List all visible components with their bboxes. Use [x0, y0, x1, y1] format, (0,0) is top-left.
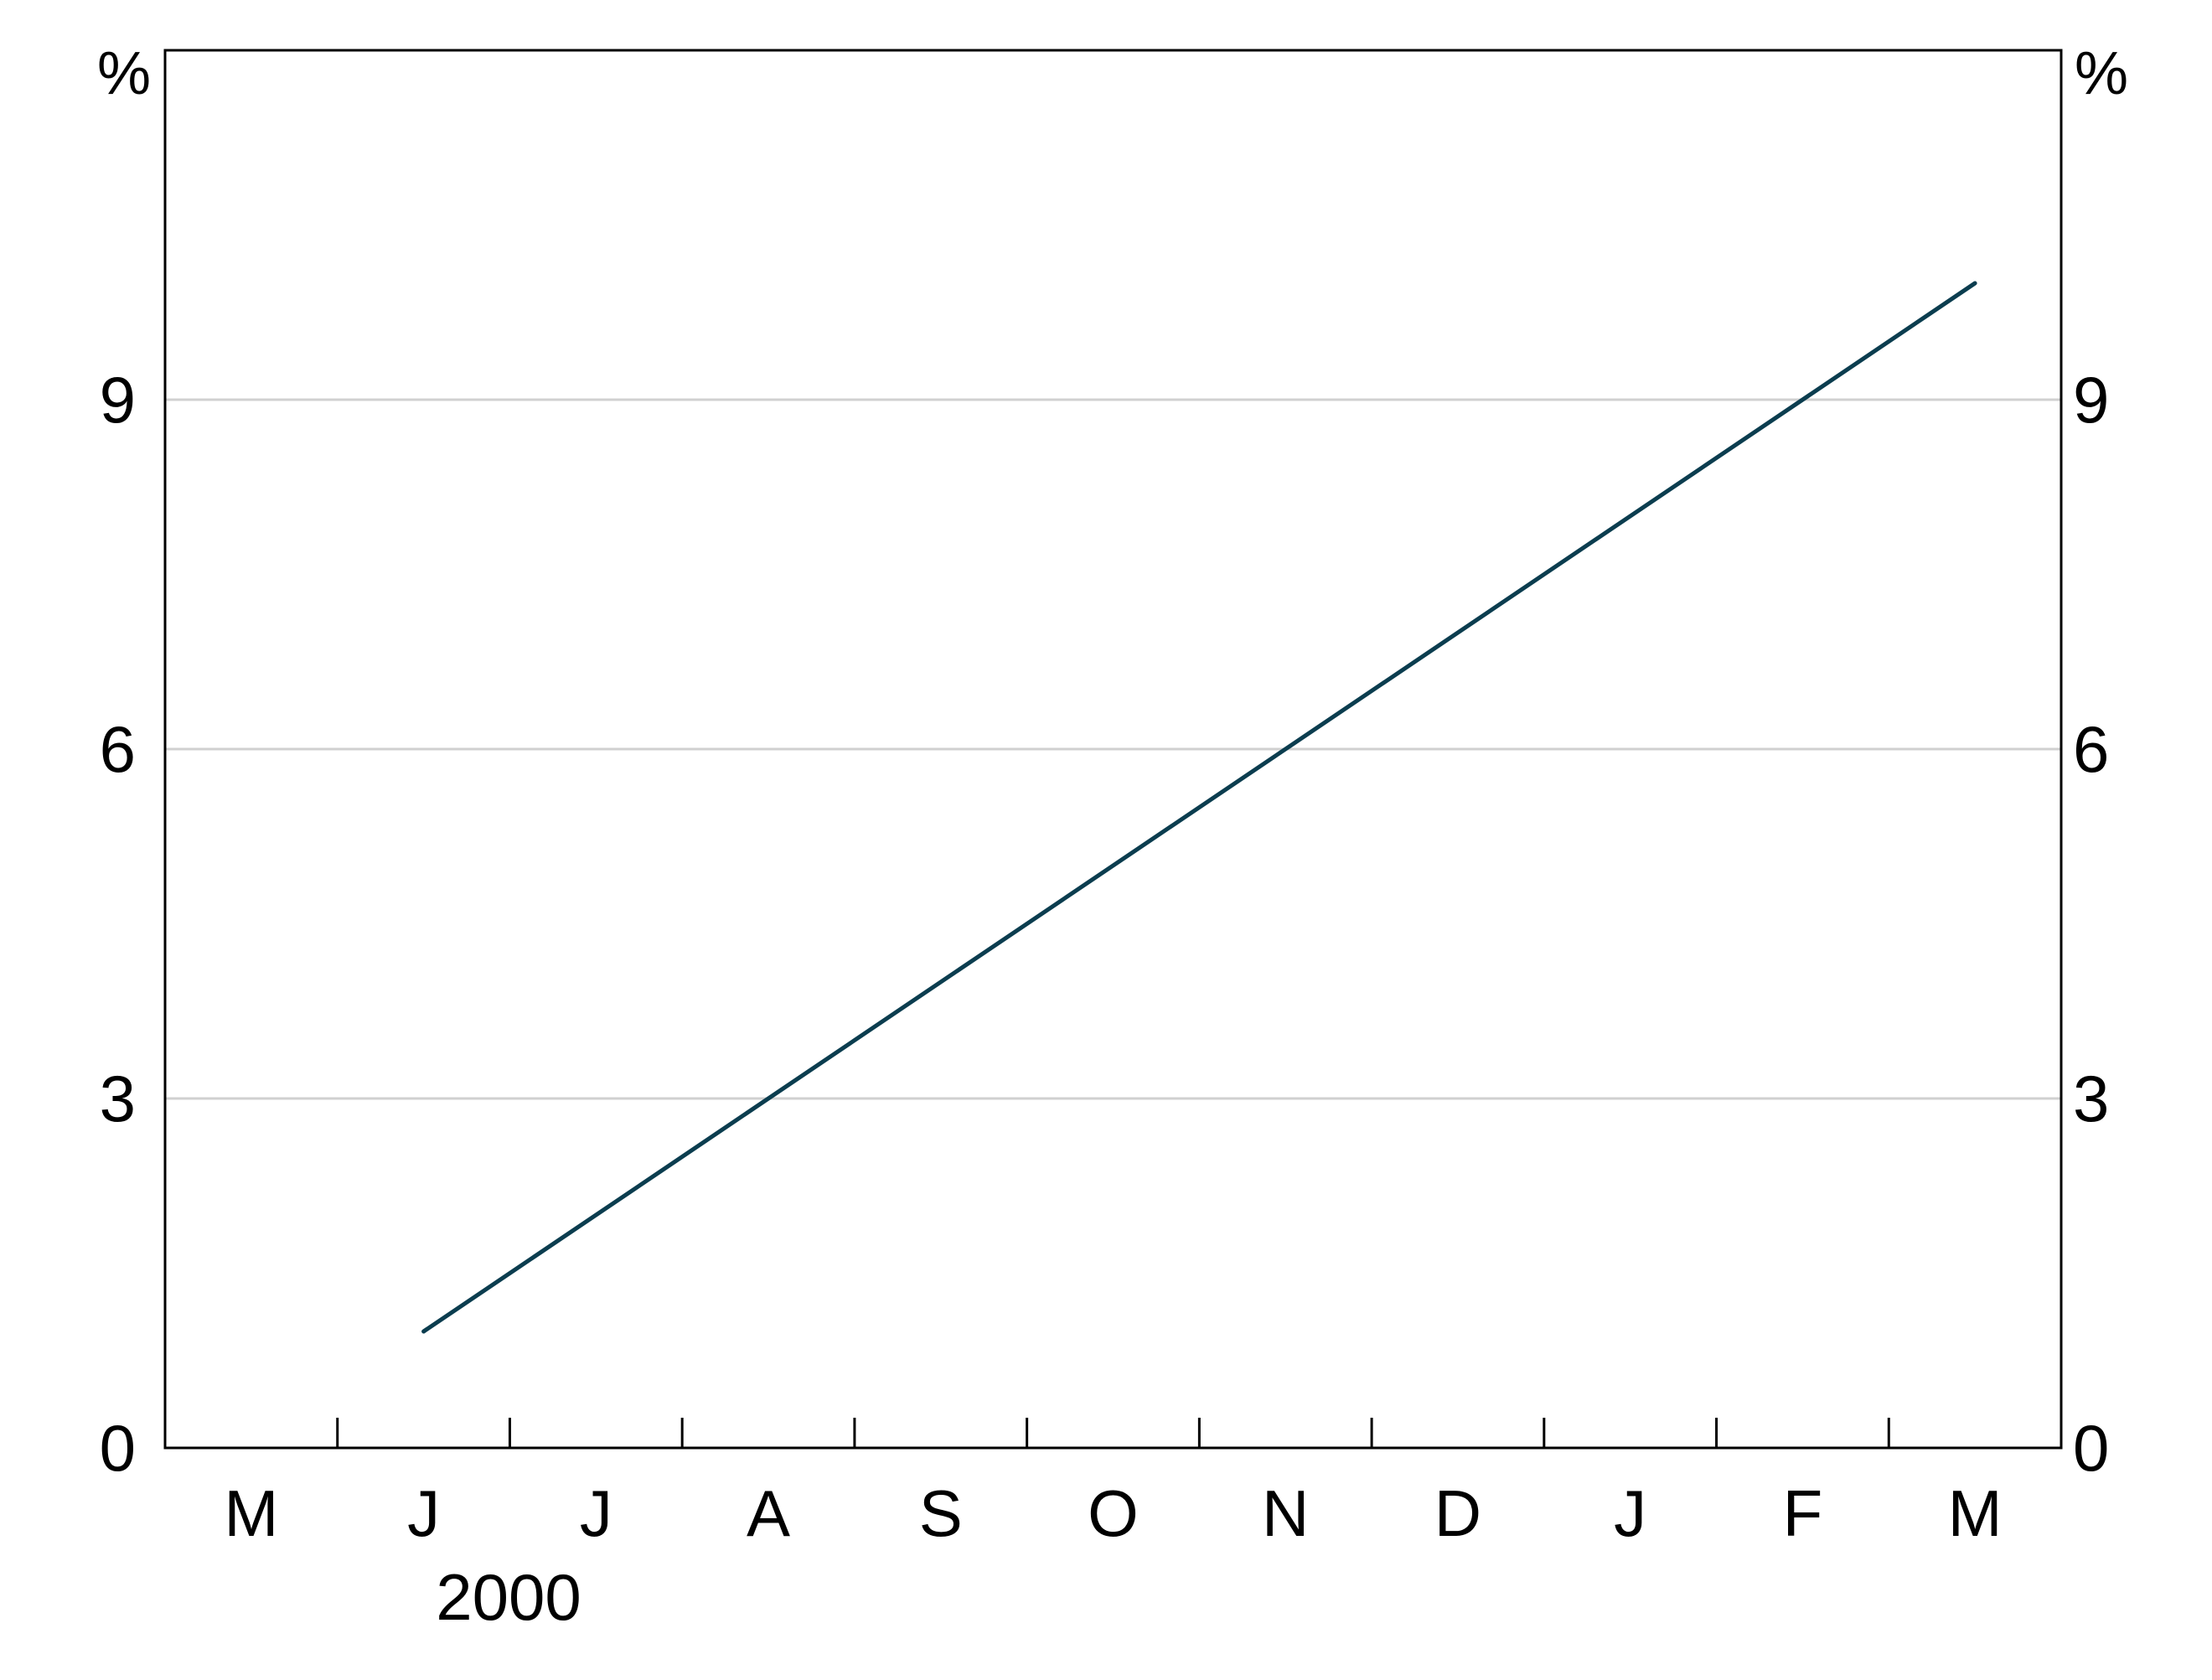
- y-tick-label-left: 0: [100, 1411, 136, 1485]
- y-tick-label-right: 0: [2073, 1411, 2109, 1485]
- x-tick-label: N: [1262, 1476, 1309, 1550]
- gridlines: [165, 398, 2061, 1100]
- y-tick-label-left: 9: [100, 363, 136, 437]
- x-tick-label: J: [1614, 1476, 1646, 1550]
- x-tick-label: D: [1434, 1476, 1481, 1550]
- x-tick-label: F: [1783, 1476, 1823, 1550]
- series-line-0: [421, 281, 1977, 1334]
- x-tick-label: J: [407, 1476, 440, 1550]
- x-tick-label: S: [919, 1476, 963, 1550]
- x-tick-label: A: [747, 1476, 790, 1550]
- plot-frame: [163, 49, 2063, 1450]
- y-unit-left: %: [97, 40, 151, 107]
- y-tick-label-left: 3: [100, 1062, 136, 1135]
- x-tick-label: J: [580, 1476, 612, 1550]
- y-tick-label-right: 6: [2073, 712, 2109, 786]
- y-tick-label-right: 9: [2073, 363, 2109, 437]
- y-axis-right-labels: 0 3 6 9: [2073, 363, 2109, 1485]
- x-axis-ticks: [336, 1418, 1890, 1448]
- y-unit-right: %: [2075, 40, 2128, 107]
- x-tick-label: M: [1948, 1476, 2003, 1550]
- series-layer: [421, 281, 1977, 1334]
- x-year-label: 2000: [436, 1560, 581, 1634]
- y-axis-left-labels: 0 3 6 9: [100, 363, 136, 1485]
- y-tick-label-right: 3: [2073, 1062, 2109, 1135]
- x-tick-label: O: [1088, 1476, 1139, 1550]
- y-tick-label-left: 6: [100, 712, 136, 786]
- x-tick-label: M: [224, 1476, 278, 1550]
